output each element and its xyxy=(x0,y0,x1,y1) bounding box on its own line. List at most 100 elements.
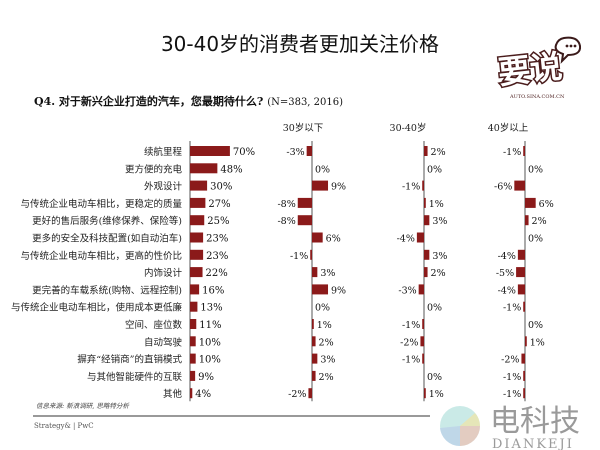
group-value-label: 0% xyxy=(528,234,543,245)
group-bar xyxy=(521,353,525,364)
group-value-label: 0% xyxy=(427,303,442,314)
group-bar xyxy=(424,267,428,278)
category-label: 内饰设计 xyxy=(144,267,183,279)
group-bar xyxy=(422,180,424,191)
group-bar xyxy=(424,146,428,156)
group-value-label: -5% xyxy=(496,268,514,279)
group-bar xyxy=(523,370,525,381)
group-value-label: -2% xyxy=(501,355,519,366)
watermark-cn: 电科技 xyxy=(490,404,580,439)
main-value-label: 25% xyxy=(207,216,229,227)
main-bar xyxy=(190,284,200,295)
group-value-label: 6% xyxy=(539,199,554,210)
group-bar xyxy=(312,284,329,295)
group-bar xyxy=(516,267,525,278)
main-bar xyxy=(190,267,203,278)
footer-brand: Strategy& | PwC xyxy=(34,422,94,430)
group-bar xyxy=(297,215,312,226)
group-value-label: -2% xyxy=(400,337,418,348)
group-value-label: -3% xyxy=(398,285,416,296)
group-value-label: 9% xyxy=(331,285,346,296)
group-value-label: -1% xyxy=(503,303,521,314)
group-bar xyxy=(312,180,329,191)
group-value-label: -8% xyxy=(277,216,295,227)
svg-text:AUTO.SINA.COM.CN: AUTO.SINA.COM.CN xyxy=(509,94,565,100)
group-bar xyxy=(312,232,323,243)
group-value-label: 2% xyxy=(319,372,334,383)
group-bar xyxy=(312,370,316,381)
main-value-label: 23% xyxy=(206,234,228,245)
group-header: 30-40岁 xyxy=(390,122,427,134)
group-bar xyxy=(525,336,527,347)
main-bar xyxy=(190,163,218,174)
main-value-label: 9% xyxy=(198,372,214,383)
group-value-label: 0% xyxy=(315,164,330,175)
slide-title: 30-40岁的消费者更加关注价格 xyxy=(160,32,440,56)
main-bar xyxy=(190,215,205,226)
source-note: 信息来源: 新浪调研, 思略特分析 xyxy=(36,402,130,410)
group-value-label: -4% xyxy=(498,285,516,296)
group-value-label: -6% xyxy=(494,182,512,193)
group-bar xyxy=(312,319,314,329)
group-value-label: -1% xyxy=(402,182,420,193)
group-value-label: 3% xyxy=(320,355,335,366)
group-bar xyxy=(523,146,525,156)
group-bar xyxy=(422,353,424,364)
category-label: 更方便的充电 xyxy=(125,163,183,175)
main-bar xyxy=(190,301,198,312)
main-bar xyxy=(190,319,197,329)
group-value-label: -3% xyxy=(286,147,304,158)
category-label: 更好的售后服务(维修保养、保险等) xyxy=(32,215,182,227)
group-bar xyxy=(514,180,525,191)
category-label: 其他 xyxy=(163,388,183,400)
main-value-label: 23% xyxy=(206,251,228,262)
main-value-label: 16% xyxy=(202,285,224,296)
watermark-en: DIANKEJI xyxy=(492,437,574,450)
category-label: 空间、座位数 xyxy=(125,319,183,331)
main-value-label: 10% xyxy=(199,355,221,366)
group-value-label: 1% xyxy=(317,320,332,331)
group-value-label: -1% xyxy=(290,251,308,262)
group-value-label: 1% xyxy=(530,337,545,348)
yaoshuo-logo: 要说 AUTO.SINA.COM.CN xyxy=(495,36,582,100)
main-value-label: 4% xyxy=(195,389,211,400)
main-value-label: 70% xyxy=(233,147,255,158)
group-value-label: -1% xyxy=(503,147,521,158)
group-value-label: 0% xyxy=(528,164,543,175)
main-bar xyxy=(190,232,204,243)
group-value-label: 2% xyxy=(319,337,334,348)
group-bar xyxy=(525,197,536,208)
group-value-label: 3% xyxy=(432,216,447,227)
group-bar xyxy=(310,249,312,260)
group-value-label: 0% xyxy=(528,320,543,331)
question-text: Q4. 对于新兴企业打造的汽车，您最期待什么? xyxy=(34,95,264,108)
main-value-label: 27% xyxy=(208,199,230,210)
main-bar xyxy=(190,353,196,364)
group-bar xyxy=(308,388,312,399)
svg-text:要说: 要说 xyxy=(496,47,564,91)
group-value-label: 9% xyxy=(331,182,346,193)
group-value-label: 0% xyxy=(315,303,330,314)
group-bar xyxy=(517,249,525,260)
group-value-label: 0% xyxy=(427,164,442,175)
group-header: 30岁以下 xyxy=(283,122,324,134)
main-bar xyxy=(190,336,196,347)
category-label: 自动驾驶 xyxy=(144,336,183,348)
group-bar xyxy=(424,249,430,260)
diankeji-watermark: 电科技 DIANKEJI xyxy=(440,404,580,450)
group-bar xyxy=(424,215,430,226)
group-value-label: 2% xyxy=(532,216,547,227)
sample-note: (N=383, 2016) xyxy=(267,97,344,108)
group-bar xyxy=(420,336,424,347)
category-label: 与传统企业电动车相比，更高的性价比 xyxy=(20,250,182,262)
main-value-label: 10% xyxy=(199,337,221,348)
main-bar xyxy=(190,146,230,156)
main-value-label: 11% xyxy=(199,320,221,331)
group-bar xyxy=(418,284,424,295)
main-value-label: 22% xyxy=(206,268,228,279)
group-bar xyxy=(312,336,316,347)
category-label: 外观设计 xyxy=(144,181,183,193)
group-value-label: -4% xyxy=(397,234,415,245)
